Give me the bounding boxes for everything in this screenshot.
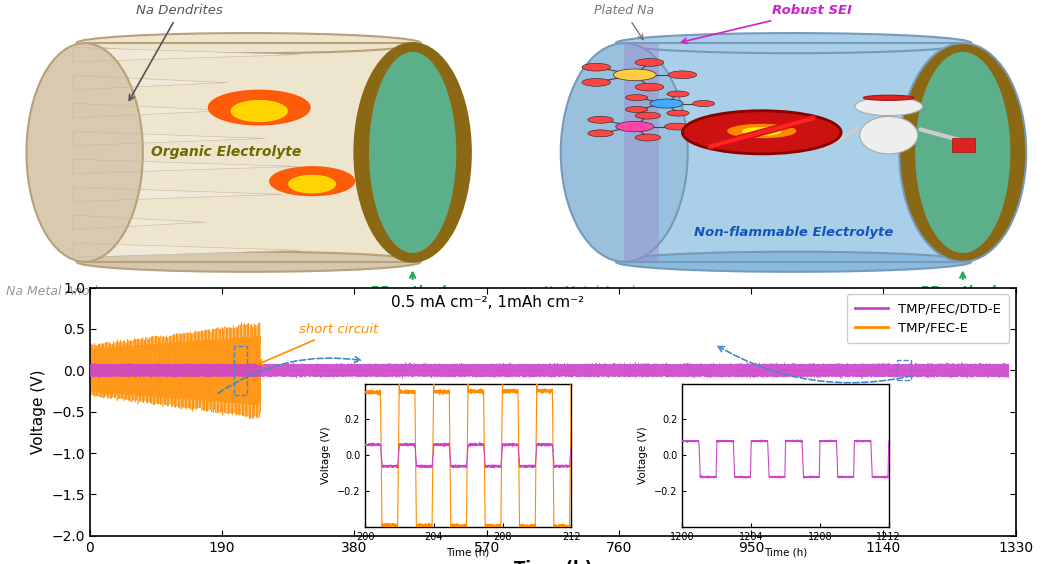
Circle shape — [588, 130, 614, 137]
Bar — [234, 346, 247, 395]
Text: PB cathode: PB cathode — [370, 272, 455, 298]
Polygon shape — [73, 103, 231, 118]
Text: Organic Electrolyte: Organic Electrolyte — [151, 146, 302, 160]
Ellipse shape — [915, 52, 1010, 253]
Polygon shape — [728, 125, 796, 138]
Ellipse shape — [561, 43, 688, 262]
Polygon shape — [73, 76, 227, 90]
Circle shape — [635, 83, 663, 91]
Ellipse shape — [859, 117, 918, 154]
Ellipse shape — [354, 43, 471, 262]
Polygon shape — [743, 127, 781, 135]
Text: Robust SEI: Robust SEI — [681, 5, 852, 43]
Ellipse shape — [76, 252, 421, 272]
Circle shape — [682, 111, 841, 154]
Ellipse shape — [369, 52, 456, 253]
Circle shape — [625, 107, 647, 112]
Circle shape — [582, 78, 610, 86]
Ellipse shape — [863, 95, 914, 100]
Bar — [897, 360, 911, 380]
X-axis label: Time (h): Time (h) — [764, 548, 807, 558]
Circle shape — [616, 121, 654, 132]
Circle shape — [664, 123, 690, 130]
X-axis label: Time (h): Time (h) — [514, 560, 591, 564]
Text: Na Metal Anode: Na Metal Anode — [543, 285, 642, 298]
Text: Non-flammable Electrolyte: Non-flammable Electrolyte — [694, 227, 893, 240]
Polygon shape — [73, 131, 266, 146]
Ellipse shape — [76, 33, 421, 53]
Bar — [624, 43, 659, 262]
Polygon shape — [73, 47, 298, 62]
Text: Plated Na: Plated Na — [595, 5, 654, 39]
Ellipse shape — [26, 43, 143, 262]
Polygon shape — [270, 167, 354, 196]
Polygon shape — [73, 215, 204, 230]
Text: Na Metal Anode: Na Metal Anode — [6, 285, 105, 298]
Circle shape — [582, 63, 610, 71]
Ellipse shape — [616, 33, 971, 53]
Circle shape — [667, 110, 689, 116]
Circle shape — [855, 97, 923, 116]
Circle shape — [635, 112, 660, 119]
Ellipse shape — [899, 43, 1026, 262]
Polygon shape — [289, 175, 335, 193]
Circle shape — [635, 134, 660, 141]
Circle shape — [667, 91, 689, 97]
Circle shape — [669, 71, 697, 78]
X-axis label: Time (h): Time (h) — [446, 548, 490, 558]
Y-axis label: Voltage (V): Voltage (V) — [31, 369, 45, 454]
Polygon shape — [232, 101, 287, 121]
Text: Na Dendrites: Na Dendrites — [129, 5, 223, 100]
Polygon shape — [73, 187, 282, 201]
Circle shape — [635, 59, 663, 67]
Y-axis label: Voltage (V): Voltage (V) — [638, 426, 649, 484]
Circle shape — [588, 116, 614, 124]
Y-axis label: Voltage (V): Voltage (V) — [321, 426, 331, 484]
Circle shape — [693, 100, 715, 107]
Circle shape — [614, 69, 656, 81]
Legend: TMP/FEC/DTD-E, TMP/FEC-E: TMP/FEC/DTD-E, TMP/FEC-E — [846, 294, 1009, 343]
Bar — [952, 138, 975, 152]
Text: PB cathode: PB cathode — [920, 272, 1005, 298]
Polygon shape — [208, 90, 310, 125]
Circle shape — [625, 95, 647, 100]
Bar — [85, 43, 413, 262]
Bar — [624, 43, 963, 262]
Text: short circuit: short circuit — [258, 323, 378, 365]
Polygon shape — [73, 243, 300, 257]
Ellipse shape — [616, 252, 971, 272]
Text: 0.5 mA cm⁻², 1mAh cm⁻²: 0.5 mA cm⁻², 1mAh cm⁻² — [391, 295, 585, 310]
Polygon shape — [73, 159, 297, 174]
Circle shape — [650, 99, 683, 108]
